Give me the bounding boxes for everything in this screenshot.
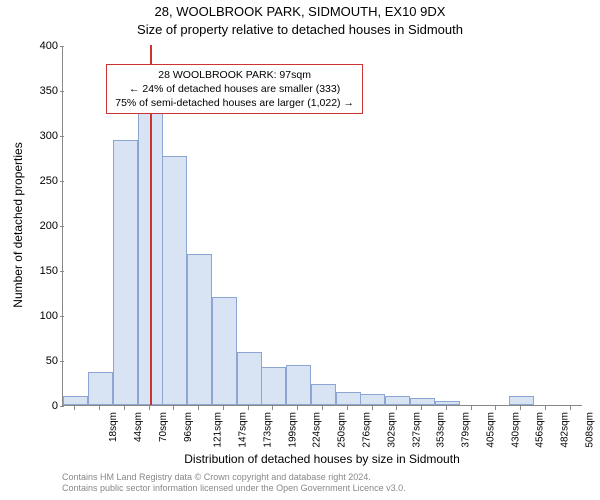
x-tick-mark bbox=[421, 406, 422, 410]
y-tick-label: 200 bbox=[40, 220, 58, 232]
x-tick-mark bbox=[322, 406, 323, 410]
y-ticks: 050100150200250300350400 bbox=[26, 46, 60, 406]
x-tick-label: 327sqm bbox=[411, 412, 422, 448]
x-tick-mark bbox=[520, 406, 521, 410]
x-tick-label: 199sqm bbox=[288, 412, 299, 448]
y-tick-label: 100 bbox=[40, 310, 58, 322]
histogram-bar bbox=[311, 384, 336, 405]
x-tick-label: 44sqm bbox=[134, 412, 145, 442]
y-tick-label: 150 bbox=[40, 265, 58, 277]
histogram-bar bbox=[63, 396, 88, 405]
chart-footer: Contains HM Land Registry data © Crown c… bbox=[62, 472, 582, 494]
x-tick-mark bbox=[372, 406, 373, 410]
chart-plot-area: 28 WOOLBROOK PARK: 97sqm← 24% of detache… bbox=[62, 46, 582, 406]
x-tick-label: 456sqm bbox=[535, 412, 546, 448]
y-tick-label: 0 bbox=[52, 400, 58, 412]
histogram-bar bbox=[261, 367, 286, 405]
histogram-bar bbox=[410, 398, 435, 405]
y-axis-label: Number of detached properties bbox=[11, 75, 25, 375]
annotation-line: ← 24% of detached houses are smaller (33… bbox=[115, 82, 354, 96]
x-tick-mark bbox=[545, 406, 546, 410]
x-tick-label: 508sqm bbox=[585, 412, 596, 448]
histogram-bar bbox=[360, 394, 385, 405]
x-tick-mark bbox=[272, 406, 273, 410]
y-tick-label: 50 bbox=[46, 355, 58, 367]
x-tick-mark bbox=[347, 406, 348, 410]
x-tick-mark bbox=[570, 406, 571, 410]
histogram-bar bbox=[212, 297, 237, 405]
histogram-bar bbox=[162, 156, 187, 405]
x-tick-label: 224sqm bbox=[312, 412, 323, 448]
histogram-bar bbox=[88, 372, 113, 405]
y-tick-label: 250 bbox=[40, 175, 58, 187]
x-tick-label: 379sqm bbox=[461, 412, 472, 448]
x-tick-label: 147sqm bbox=[238, 412, 249, 448]
x-tick-label: 250sqm bbox=[337, 412, 348, 448]
histogram-bar bbox=[286, 365, 311, 405]
histogram-bar bbox=[336, 392, 361, 406]
y-tick-label: 350 bbox=[40, 85, 58, 97]
histogram-bar bbox=[113, 140, 138, 406]
histogram-bar bbox=[237, 352, 262, 405]
x-tick-label: 173sqm bbox=[263, 412, 274, 448]
x-tick-mark bbox=[471, 406, 472, 410]
x-tick-label: 405sqm bbox=[486, 412, 497, 448]
histogram-bar bbox=[435, 401, 460, 406]
x-tick-mark bbox=[446, 406, 447, 410]
x-tick-label: 353sqm bbox=[436, 412, 447, 448]
x-tick-label: 96sqm bbox=[183, 412, 194, 442]
x-tick-mark bbox=[99, 406, 100, 410]
x-tick-mark bbox=[223, 406, 224, 410]
footer-line1: Contains HM Land Registry data © Crown c… bbox=[62, 472, 582, 483]
x-tick-mark bbox=[124, 406, 125, 410]
x-tick-label: 18sqm bbox=[109, 412, 120, 442]
x-tick-mark bbox=[198, 406, 199, 410]
x-tick-label: 482sqm bbox=[560, 412, 571, 448]
x-tick-mark bbox=[248, 406, 249, 410]
x-ticks: 18sqm 44sqm 70sqm 96sqm 121sqm 147sqm 173sqm 19… bbox=[62, 408, 582, 450]
chart-title-line2: Size of property relative to detached ho… bbox=[0, 22, 600, 37]
annotation-line: 75% of semi-detached houses are larger (… bbox=[115, 96, 354, 110]
x-tick-mark bbox=[297, 406, 298, 410]
x-tick-mark bbox=[396, 406, 397, 410]
y-tick-label: 400 bbox=[40, 40, 58, 52]
x-tick-mark bbox=[149, 406, 150, 410]
footer-line2: Contains public sector information licen… bbox=[62, 483, 582, 494]
histogram-bar bbox=[385, 396, 410, 405]
x-tick-mark bbox=[173, 406, 174, 410]
plot-inner: 28 WOOLBROOK PARK: 97sqm← 24% of detache… bbox=[62, 46, 582, 406]
x-tick-label: 430sqm bbox=[510, 412, 521, 448]
annotation-box: 28 WOOLBROOK PARK: 97sqm← 24% of detache… bbox=[106, 64, 363, 114]
annotation-line: 28 WOOLBROOK PARK: 97sqm bbox=[115, 68, 354, 82]
chart-title-line1: 28, WOOLBROOK PARK, SIDMOUTH, EX10 9DX bbox=[0, 4, 600, 19]
x-axis-label: Distribution of detached houses by size … bbox=[62, 452, 582, 466]
x-tick-mark bbox=[74, 406, 75, 410]
x-tick-mark bbox=[495, 406, 496, 410]
histogram-bar bbox=[509, 396, 534, 405]
histogram-bar bbox=[187, 254, 212, 405]
x-tick-label: 121sqm bbox=[213, 412, 224, 448]
x-tick-label: 70sqm bbox=[158, 412, 169, 442]
y-tick-label: 300 bbox=[40, 130, 58, 142]
y-axis-label-wrap: Number of detached properties bbox=[8, 46, 22, 406]
x-tick-label: 302sqm bbox=[387, 412, 398, 448]
x-tick-label: 276sqm bbox=[362, 412, 373, 448]
y-tick-mark bbox=[60, 406, 64, 407]
